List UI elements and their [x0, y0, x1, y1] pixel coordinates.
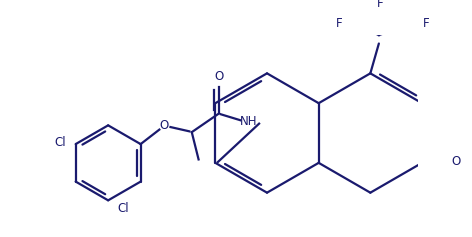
Text: O: O: [452, 155, 461, 169]
Text: F: F: [422, 17, 429, 30]
Text: F: F: [336, 17, 342, 30]
Text: O: O: [160, 119, 169, 132]
Text: F: F: [376, 0, 383, 10]
Text: Cl: Cl: [118, 202, 129, 215]
Text: Cl: Cl: [54, 136, 66, 149]
Text: NH: NH: [240, 115, 258, 128]
Text: O: O: [214, 70, 224, 83]
